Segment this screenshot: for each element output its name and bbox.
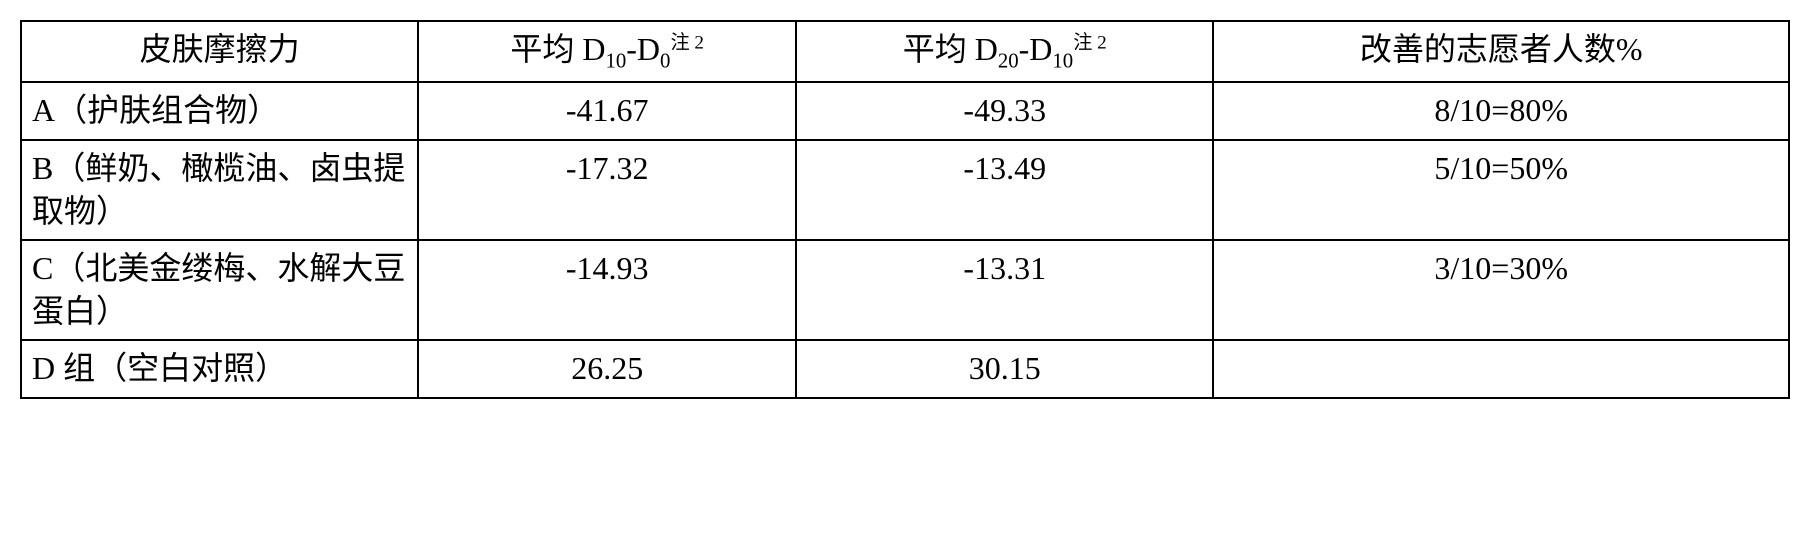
row-0-d1: -41.67	[418, 82, 796, 139]
header-2-sup: 注 2	[1073, 32, 1107, 53]
header-2-sub1: 20	[998, 49, 1019, 72]
row-0-d2: -49.33	[796, 82, 1213, 139]
row-3-d2: 30.15	[796, 340, 1213, 397]
header-cell-3: 改善的志愿者人数%	[1213, 21, 1789, 82]
header-1-prefix: 平均 D	[510, 31, 605, 67]
data-table: 皮肤摩擦力 平均 D10-D0注 2 平均 D20-D10注 2 改善的志愿者人…	[20, 20, 1790, 399]
row-1-pct: 5/10=50%	[1213, 140, 1789, 240]
row-2-d1: -14.93	[418, 240, 796, 340]
header-2-prefix: 平均 D	[903, 31, 998, 67]
row-3-pct	[1213, 340, 1789, 397]
table-row: B（鲜奶、橄榄油、卤虫提取物） -17.32 -13.49 5/10=50%	[21, 140, 1789, 240]
header-1-sup: 注 2	[670, 32, 704, 53]
header-2-mid: -D	[1019, 31, 1053, 67]
row-1-label: B（鲜奶、橄榄油、卤虫提取物）	[21, 140, 418, 240]
row-2-d2: -13.31	[796, 240, 1213, 340]
row-3-d1: 26.25	[418, 340, 796, 397]
row-0-label: A（护肤组合物）	[21, 82, 418, 139]
row-2-pct: 3/10=30%	[1213, 240, 1789, 340]
row-0-pct: 8/10=80%	[1213, 82, 1789, 139]
table-row: A（护肤组合物） -41.67 -49.33 8/10=80%	[21, 82, 1789, 139]
table-row: D 组（空白对照） 26.25 30.15	[21, 340, 1789, 397]
header-cell-1: 平均 D10-D0注 2	[418, 21, 796, 82]
table-header-row: 皮肤摩擦力 平均 D10-D0注 2 平均 D20-D10注 2 改善的志愿者人…	[21, 21, 1789, 82]
row-3-label: D 组（空白对照）	[21, 340, 418, 397]
row-2-label: C（北美金缕梅、水解大豆蛋白）	[21, 240, 418, 340]
row-1-d1: -17.32	[418, 140, 796, 240]
header-cell-0: 皮肤摩擦力	[21, 21, 418, 82]
header-2-sub2: 10	[1052, 49, 1073, 72]
row-1-d2: -13.49	[796, 140, 1213, 240]
header-1-sub2: 0	[660, 49, 670, 72]
header-1-sub1: 10	[605, 49, 626, 72]
header-cell-2: 平均 D20-D10注 2	[796, 21, 1213, 82]
table-row: C（北美金缕梅、水解大豆蛋白） -14.93 -13.31 3/10=30%	[21, 240, 1789, 340]
header-1-mid: -D	[626, 31, 660, 67]
